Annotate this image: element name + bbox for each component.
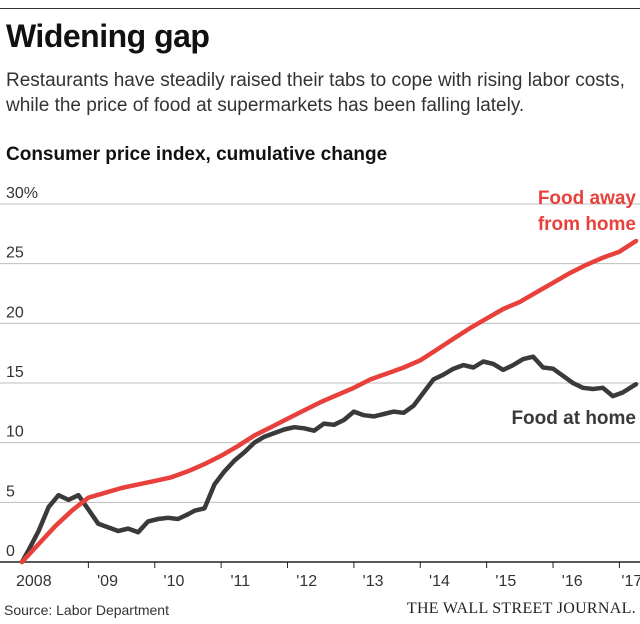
y-tick-label: 30% (6, 185, 38, 202)
top-rule (0, 8, 640, 9)
x-tick-label: '11 (230, 573, 250, 590)
axis-layer: 0 5 10 15 20 25 30% 2008 '09 '10 '11 '12 '13 '14 '15 '1… (0, 185, 640, 590)
publisher-logo: THE WALL STREET JOURNAL. (406, 600, 636, 617)
y-tick-label: 5 (6, 483, 15, 500)
x-tick-label: '09 (97, 573, 118, 590)
line-chart: 0 5 10 15 20 25 30% 2008 '09 '10 '11 '12 '13 '14 '15 '1… (0, 185, 640, 590)
x-tick-label: '16 (562, 573, 583, 590)
series-label-food-away-from-home: Food away (538, 188, 637, 209)
series-line-food-at-home (19, 354, 639, 565)
x-tick-label: '14 (429, 573, 450, 590)
series-label-layer: Food away from home Food at home (511, 188, 636, 429)
x-tick-label: '13 (363, 573, 384, 590)
chart-subtitle: Restaurants have steadily raised their t… (6, 70, 625, 116)
series-label-food-at-home: Food at home (511, 408, 636, 429)
x-tick-label: '17 (621, 573, 640, 590)
series-label-food-away-from-home: from home (538, 214, 636, 235)
y-tick-label: 25 (6, 245, 24, 262)
chart-headline: Widening gap (6, 18, 210, 54)
source-note: Source: Labor Department (4, 602, 169, 618)
series-line-food-away-from-home (19, 238, 639, 565)
x-tick-label: 2008 (16, 573, 52, 590)
x-tick-label: '12 (296, 573, 317, 590)
grid-layer (0, 203, 640, 503)
x-tick-label: '10 (164, 573, 185, 590)
y-tick-label: 0 (6, 543, 15, 560)
y-tick-label: 10 (6, 424, 24, 441)
y-tick-label: 15 (6, 364, 24, 381)
y-tick-label: 20 (6, 304, 24, 321)
chart-title: Consumer price index, cumulative change (6, 144, 388, 165)
series-layer (19, 238, 639, 565)
x-tick-label: '15 (495, 573, 516, 590)
